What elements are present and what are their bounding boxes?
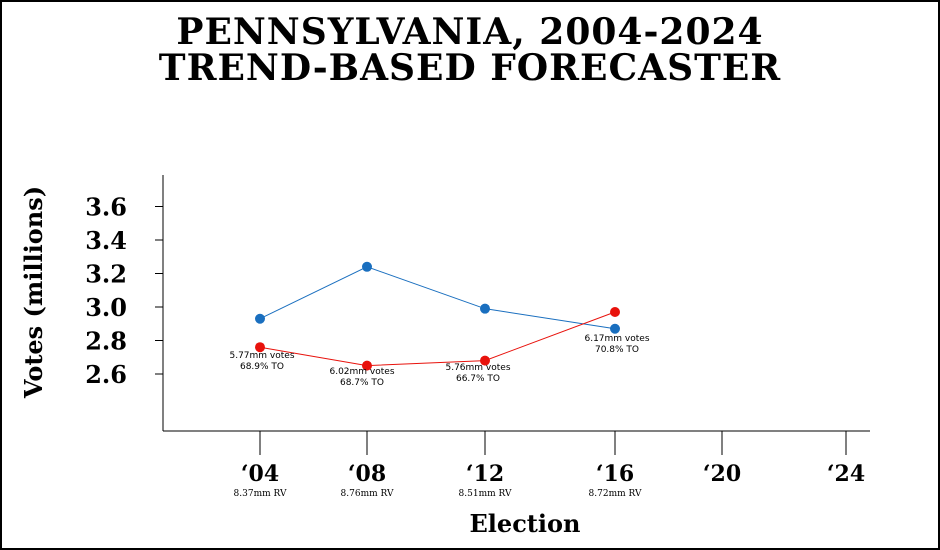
x-tick-label: ‘24: [827, 461, 865, 487]
chart-title-line1: PENNSYLVANIA, 2004-2024: [176, 11, 764, 53]
x-tick-note: 8.51mm RV: [459, 489, 512, 499]
data-annotation-turnout: 68.9% TO: [240, 362, 284, 372]
x-tick-note: 8.37mm RV: [234, 489, 287, 499]
data-point-republican: [362, 360, 372, 371]
data-point-republican: [610, 307, 620, 318]
y-tick-label: 3.2: [85, 260, 127, 289]
data-point-democratic: [255, 313, 265, 324]
x-axis-label: Election: [470, 509, 581, 538]
y-tick-label: 3.6: [85, 193, 127, 222]
series-line-republican: [259, 311, 616, 367]
y-tick-label: 2.6: [85, 360, 127, 389]
x-tick-label: ‘08: [348, 461, 386, 487]
data-point-republican: [255, 342, 265, 353]
data-point-democratic: [362, 261, 372, 272]
y-tick-label: 2.8: [85, 327, 127, 356]
y-tick-label: 3.4: [85, 226, 127, 255]
x-tick-label: ‘16: [596, 461, 634, 487]
x-tick-note: 8.72mm RV: [589, 489, 642, 499]
data-annotation-votes: 5.76mm votes: [445, 363, 510, 373]
y-tick-label: 3.0: [85, 293, 127, 322]
y-axis-label: Votes (millions): [19, 186, 48, 399]
data-annotation-turnout: 68.7% TO: [340, 378, 384, 388]
data-annotation-votes: 6.17mm votes: [584, 334, 649, 344]
data-point-democratic: [480, 303, 490, 314]
x-tick-note: 8.76mm RV: [341, 489, 394, 499]
data-annotation-votes: 5.77mm votes: [229, 351, 294, 361]
series-line-democratic: [259, 266, 616, 330]
chart-title-line2: TREND-BASED FORECASTER: [158, 47, 782, 89]
x-tick-label: ‘04: [241, 461, 279, 487]
data-annotation-votes: 6.02mm votes: [329, 367, 394, 377]
x-tick-label: ‘20: [703, 461, 741, 487]
data-annotation-turnout: 70.8% TO: [595, 345, 639, 355]
data-point-republican: [480, 355, 490, 366]
data-annotation-turnout: 66.7% TO: [456, 374, 500, 384]
data-point-democratic: [610, 323, 620, 334]
x-tick-label: ‘12: [466, 461, 504, 487]
